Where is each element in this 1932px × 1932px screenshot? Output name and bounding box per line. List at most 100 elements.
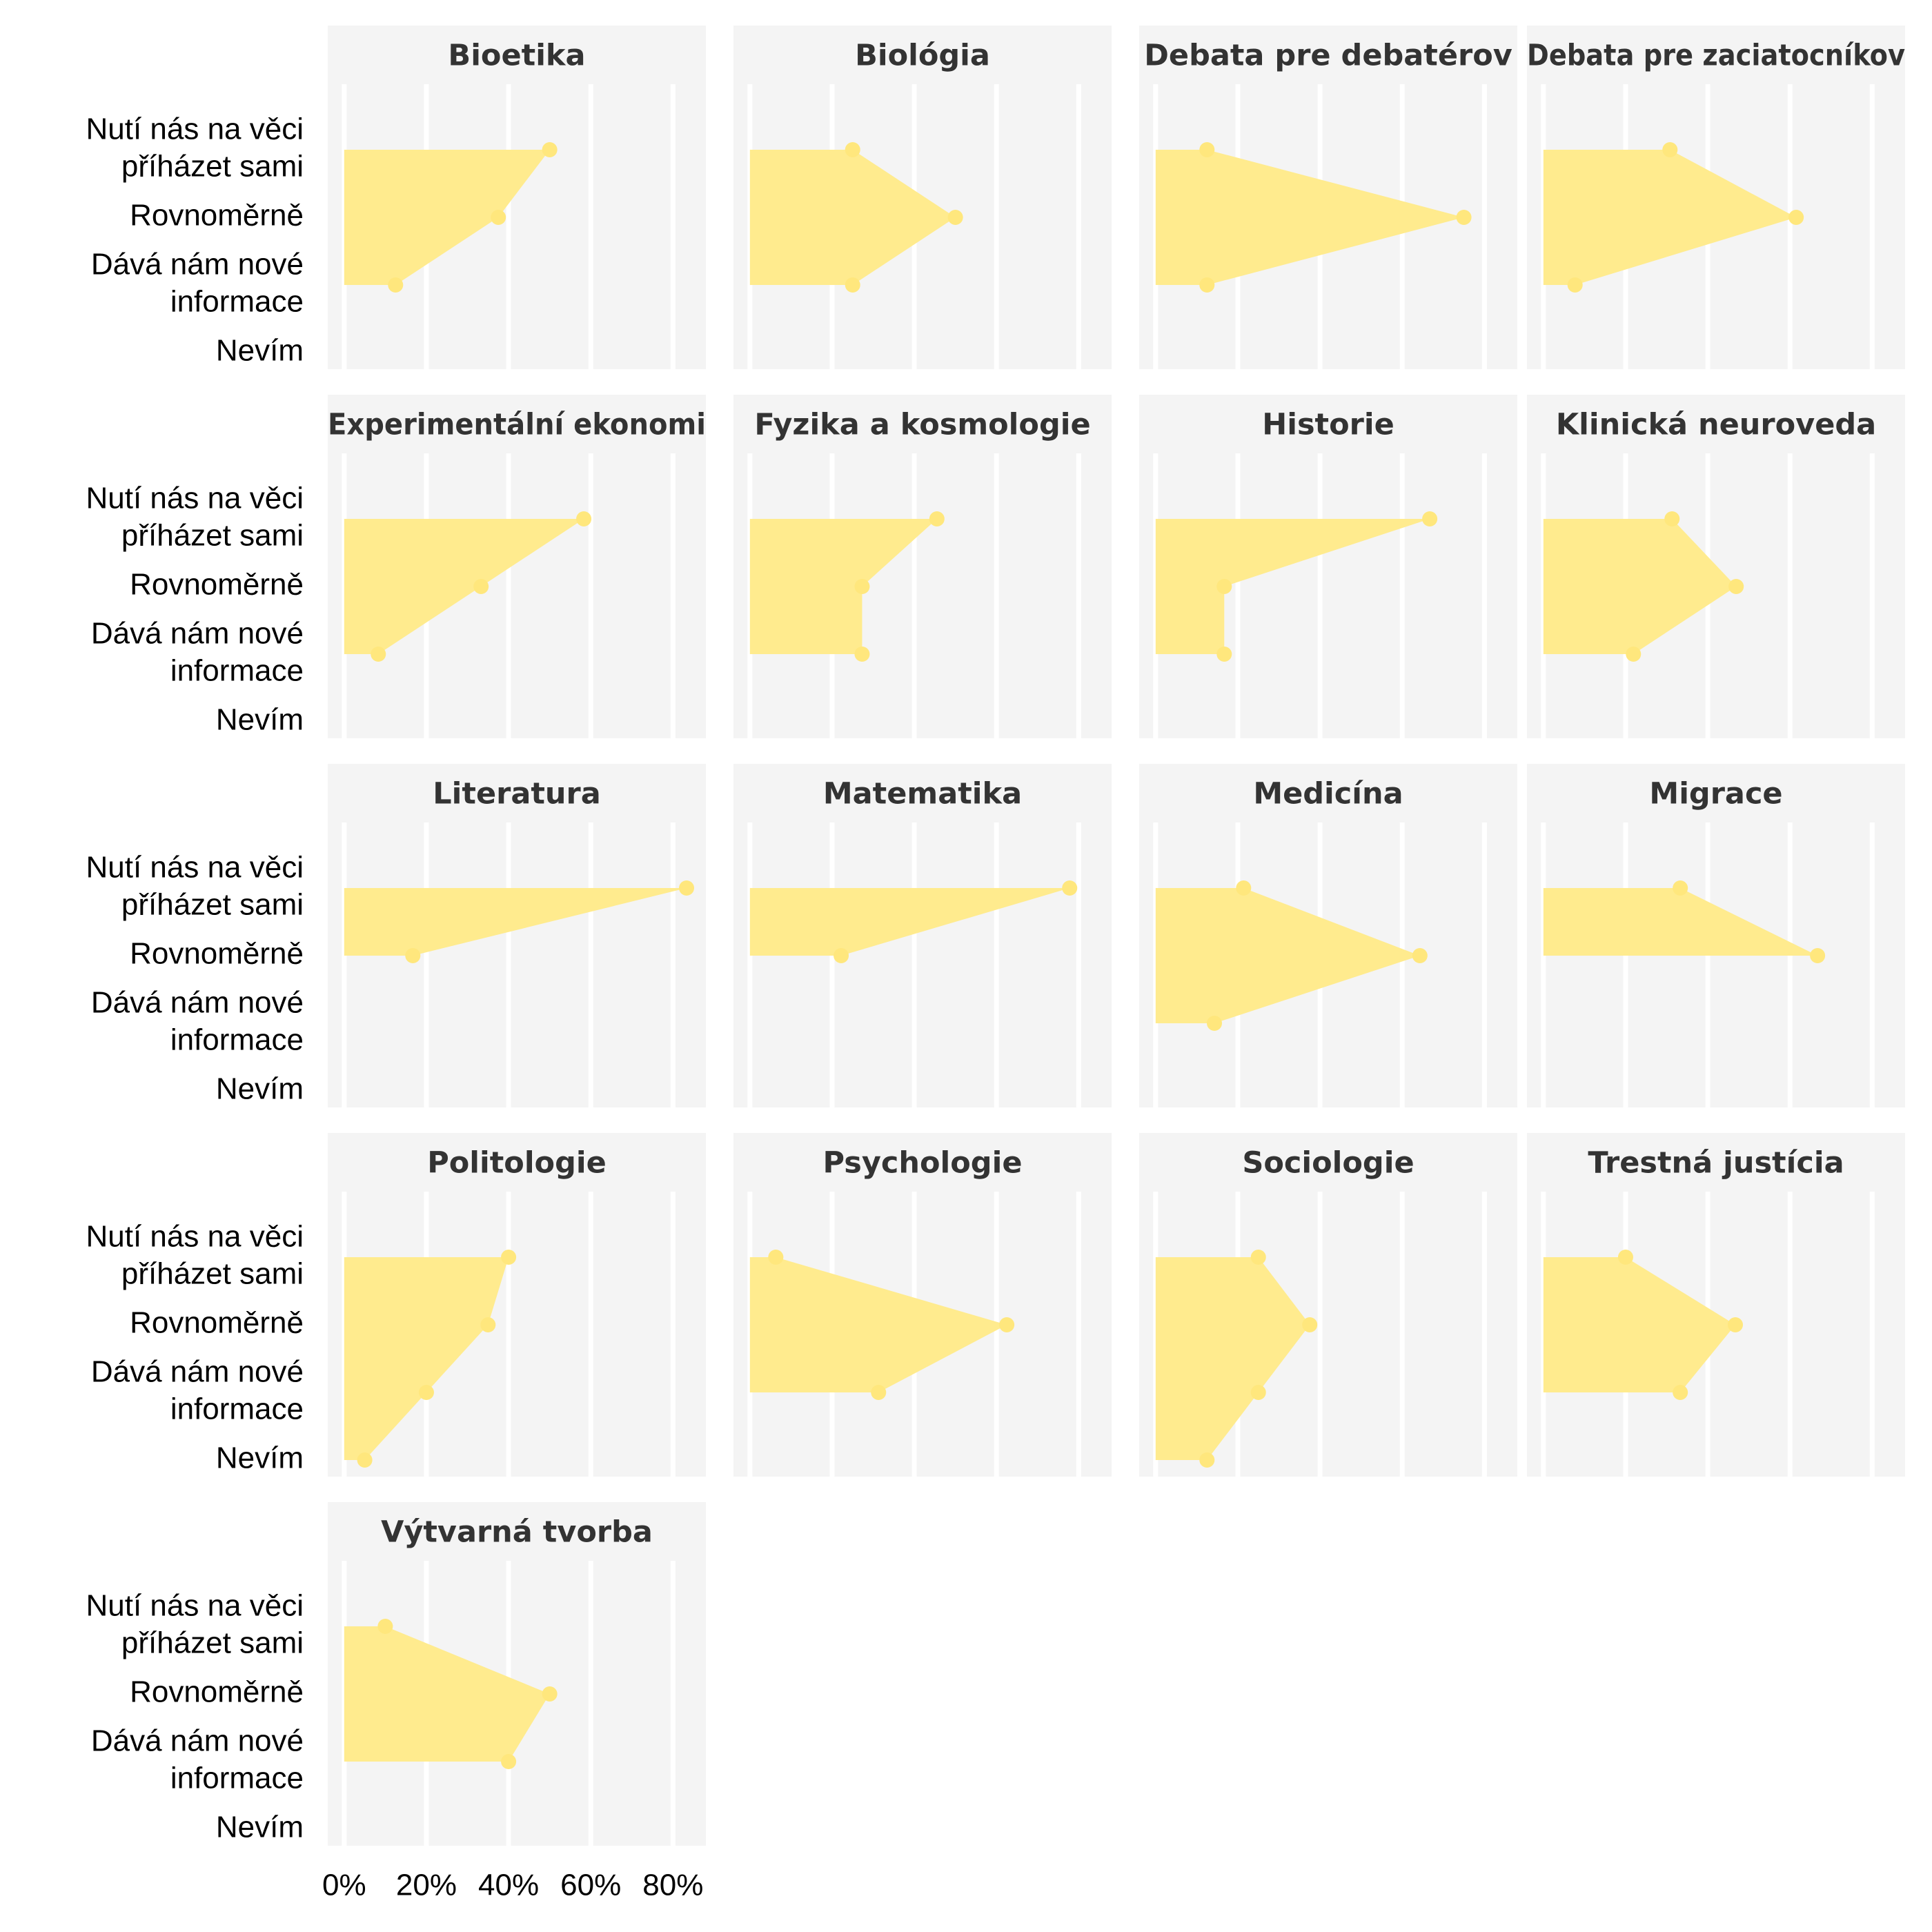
data-point — [1216, 579, 1232, 594]
data-point — [501, 1754, 517, 1769]
y-tick-label: Rovnoměrně — [130, 199, 304, 233]
data-point — [542, 142, 558, 157]
data-point — [1727, 1317, 1743, 1332]
data-point — [1302, 1317, 1318, 1332]
y-tick-label: Nutí nás na věci — [86, 1220, 304, 1254]
data-point — [1728, 579, 1744, 594]
data-point — [1216, 647, 1232, 662]
data-point — [1062, 880, 1078, 896]
y-tick-label: Dává nám nové — [91, 248, 304, 282]
y-tick-label: Rovnoměrně — [130, 1675, 304, 1709]
data-point — [1236, 880, 1252, 896]
y-tick-label: Nutí nás na věci — [86, 1589, 304, 1623]
data-point — [679, 880, 695, 896]
x-tick-label: 20% — [396, 1869, 457, 1902]
area-fill — [749, 888, 1070, 956]
y-tick-label: Nutí nás na věci — [86, 482, 304, 515]
y-tick-label: informace — [170, 1392, 304, 1426]
data-point — [405, 948, 421, 963]
area-fill — [749, 150, 956, 285]
y-tick-label: Nevím — [216, 334, 304, 368]
data-point — [542, 1686, 558, 1702]
data-point — [1412, 948, 1428, 963]
data-point — [834, 948, 849, 963]
data-point — [576, 511, 592, 526]
y-tick-label: příházet sami — [121, 1257, 304, 1291]
y-tick-label: Dává nám nové — [91, 617, 304, 651]
data-point — [501, 1250, 517, 1265]
data-point — [357, 1452, 373, 1468]
y-tick-label: Rovnoměrně — [130, 1306, 304, 1340]
data-point — [854, 579, 870, 594]
area-fill — [1543, 1257, 1735, 1392]
facet-title: Debata pre debatérov — [1144, 39, 1512, 73]
area-fill — [344, 519, 584, 654]
data-point — [871, 1385, 887, 1400]
facet-title: Politologie — [427, 1146, 607, 1181]
data-point — [1199, 142, 1215, 157]
y-tick-label: Nevím — [216, 1811, 304, 1844]
data-point — [768, 1250, 784, 1265]
x-tick-label: 0% — [322, 1869, 366, 1902]
data-point — [999, 1317, 1015, 1332]
facet-title: Psychologie — [823, 1146, 1023, 1181]
facet-title: Sociologie — [1242, 1146, 1414, 1181]
x-tick-label: 60% — [560, 1869, 621, 1902]
facet-title: Historie — [1262, 408, 1394, 442]
y-tick-label: Rovnoměrně — [130, 568, 304, 602]
data-point — [377, 1619, 393, 1634]
area-fill — [749, 519, 937, 654]
y-tick-label: Nevím — [216, 1441, 304, 1475]
y-tick-label: Dává nám nové — [91, 1355, 304, 1389]
data-point — [1788, 210, 1804, 225]
facet-title: Matematika — [823, 777, 1022, 811]
facet-title: Bioetika — [448, 39, 585, 73]
data-point — [418, 1385, 434, 1400]
y-tick-label: Rovnoměrně — [130, 937, 304, 971]
data-point — [1456, 210, 1472, 225]
area-fill — [344, 1257, 509, 1460]
facet-title: Medicína — [1253, 777, 1403, 811]
y-tick-label: informace — [170, 654, 304, 688]
data-point — [1250, 1250, 1266, 1265]
y-tick-label: Nevím — [216, 703, 304, 737]
y-tick-label: příházet sami — [121, 519, 304, 553]
y-tick-label: Dává nám nové — [91, 1724, 304, 1758]
y-tick-label: informace — [170, 1023, 304, 1057]
y-tick-label: informace — [170, 285, 304, 319]
data-point — [1662, 142, 1678, 157]
facet-title: Migrace — [1649, 777, 1782, 811]
data-point — [1673, 1385, 1688, 1400]
area-fill — [1155, 1257, 1310, 1460]
facet-title: Trestná justícia — [1588, 1146, 1844, 1181]
facet-title: Literatura — [433, 777, 600, 811]
data-point — [371, 647, 386, 662]
data-point — [845, 277, 860, 293]
area-fill — [344, 150, 550, 285]
data-point — [480, 1317, 496, 1332]
data-point — [1626, 647, 1642, 662]
facet-title: Debata pre zaciatocníkov — [1527, 39, 1905, 73]
data-point — [947, 210, 963, 225]
y-tick-label: příházet sami — [121, 1626, 304, 1660]
facet-title: Výtvarná tvorba — [381, 1515, 653, 1550]
data-point — [1199, 1452, 1215, 1468]
facet-title: Fyzika a kosmologie — [754, 408, 1090, 442]
facet-title: Klinická neuroveda — [1556, 408, 1876, 442]
area-fill — [1543, 150, 1797, 285]
area-fill — [344, 1626, 550, 1762]
area-fill — [1543, 519, 1737, 654]
data-point — [929, 511, 945, 526]
y-tick-label: příházet sami — [121, 150, 304, 184]
data-point — [1422, 511, 1438, 526]
data-point — [854, 647, 870, 662]
y-tick-label: Nutí nás na věci — [86, 851, 304, 885]
area-fill — [344, 888, 687, 956]
data-point — [1810, 948, 1826, 963]
data-point — [845, 142, 860, 157]
y-tick-label: Dává nám nové — [91, 986, 304, 1020]
y-tick-label: Nutí nás na věci — [86, 112, 304, 146]
data-point — [1199, 277, 1215, 293]
facet-title: Experimentální ekonomi — [328, 408, 706, 442]
